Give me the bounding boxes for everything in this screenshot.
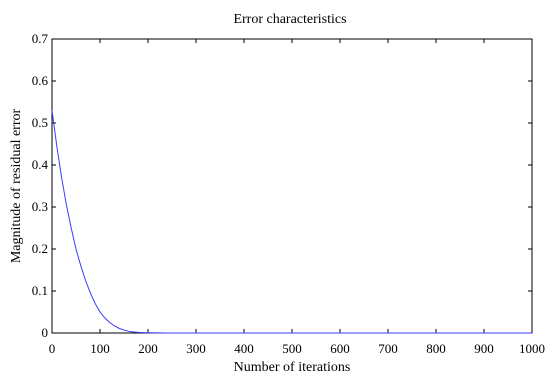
y-tick-label: 0 — [42, 325, 49, 340]
x-tick-label: 600 — [330, 341, 350, 356]
x-tick-label: 200 — [138, 341, 158, 356]
x-tick-label: 500 — [282, 341, 302, 356]
chart-title: Error characteristics — [233, 12, 346, 27]
y-tick-label: 0.5 — [32, 115, 48, 130]
x-tick-label: 0 — [49, 341, 56, 356]
x-tick-label: 800 — [426, 341, 446, 356]
x-tick-label: 700 — [378, 341, 398, 356]
y-tick-label: 0.7 — [32, 31, 49, 46]
x-tick-label: 300 — [186, 341, 206, 356]
x-tick-label: 400 — [234, 341, 254, 356]
plot-area — [51, 38, 533, 334]
series-group — [51, 110, 532, 334]
y-tick-label: 0.4 — [32, 157, 49, 172]
y-axis-label: Magnitude of residual error — [9, 108, 24, 263]
x-tick-label: 900 — [474, 341, 494, 356]
series-line — [51, 110, 532, 334]
y-tick-label: 0.6 — [32, 73, 49, 88]
y-tick-label: 0.1 — [32, 283, 48, 298]
ticks — [51, 38, 533, 334]
x-tick-label: 100 — [90, 341, 110, 356]
y-tick-labels: 0 0.1 0.2 0.3 0.4 0.5 0.6 0.7 — [32, 31, 49, 340]
x-axis-label: Number of iterations — [234, 360, 351, 375]
x-tick-label: 1000 — [519, 341, 545, 356]
x-tick-labels: 0 100 200 300 400 500 600 700 800 900 1000 — [49, 341, 545, 356]
y-tick-label: 0.2 — [32, 241, 48, 256]
y-tick-label: 0.3 — [32, 199, 48, 214]
